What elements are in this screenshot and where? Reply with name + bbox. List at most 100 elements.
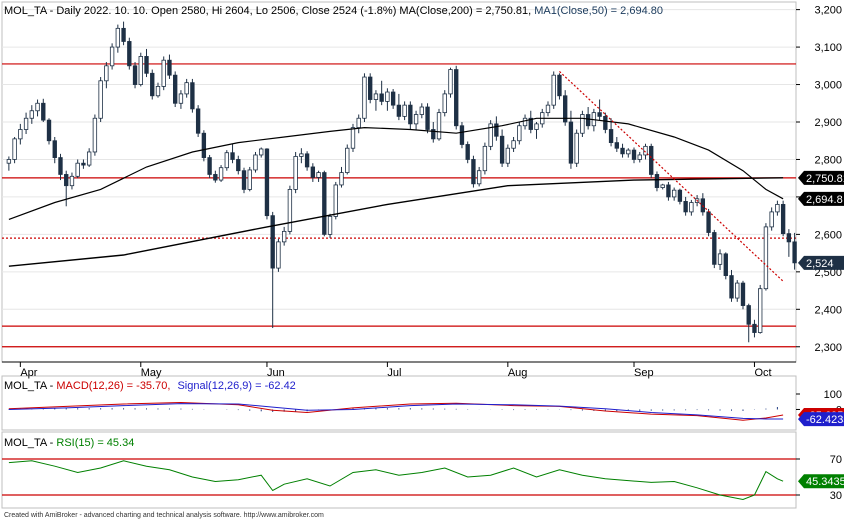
price-y-tick-label: 3,000	[814, 80, 842, 92]
price-y-tick-label: 2,600	[814, 229, 842, 241]
candle-down	[631, 149, 637, 160]
candle-down	[499, 135, 505, 164]
candle-up	[293, 156, 298, 190]
candle-down	[304, 153, 310, 168]
candle-down	[58, 157, 63, 175]
price-candles	[6, 21, 797, 343]
price-last-label-text: 2,694.8	[806, 194, 843, 206]
candle-up	[104, 65, 109, 82]
candle-down	[127, 41, 132, 67]
candle-down	[792, 241, 797, 264]
candle-up	[161, 59, 166, 87]
candle-up	[155, 86, 161, 97]
macd-title-signal: Signal(12,26,9) = -62.42	[177, 380, 295, 392]
candle-down	[528, 117, 533, 130]
candle-up	[327, 215, 333, 235]
price-y-tick-label: 3,100	[814, 42, 842, 54]
candle-up	[626, 149, 631, 155]
price-x-tick-label: May	[141, 367, 162, 379]
candle-up	[92, 117, 98, 153]
price-last-label-bg	[798, 255, 844, 270]
candle-down	[213, 174, 218, 181]
candle-up	[551, 74, 556, 106]
candle-down	[465, 144, 470, 160]
candle-up	[763, 226, 769, 290]
candle-down	[390, 91, 396, 106]
candle-down	[780, 204, 786, 235]
rsi-series-line	[8, 460, 784, 501]
candle-up	[6, 159, 12, 164]
price-y-tick-label: 2,900	[814, 117, 842, 129]
candle-down	[173, 74, 178, 104]
price-title: MOL_TA - Daily 2022. 10. 10. Open 2580, …	[4, 5, 663, 17]
rsi-y-tick-label: 30	[830, 490, 842, 502]
candle-down	[396, 104, 402, 117]
candle-down	[608, 129, 614, 144]
candle-up	[436, 112, 442, 140]
candle-up	[75, 162, 80, 177]
macd-last-label-text: -62.4235	[806, 414, 849, 426]
candle-down	[41, 102, 46, 121]
candle-up	[86, 151, 92, 166]
candle-up	[184, 82, 189, 95]
macd-last-label-bg	[798, 412, 844, 427]
candle-up	[522, 117, 528, 127]
price-x-tick-label: Apr	[20, 367, 37, 379]
candle-down	[236, 159, 241, 172]
candle-down	[431, 129, 436, 140]
candle-down	[195, 108, 201, 134]
candle-down	[379, 93, 384, 102]
candle-up	[69, 175, 75, 187]
price-x-tick-label: Jul	[387, 367, 401, 379]
candle-up	[316, 172, 321, 178]
rsi-last-label-bg	[798, 474, 844, 489]
candle-down	[81, 162, 86, 166]
candle-up	[476, 170, 482, 185]
price-last-label-text: 2,750.81	[806, 173, 849, 185]
rsi-last-label: 45.3435	[798, 474, 846, 489]
candle-down	[614, 142, 619, 149]
candle-up	[218, 167, 224, 181]
candle-down	[706, 211, 711, 233]
candle-down	[167, 59, 172, 76]
candle-up	[339, 172, 344, 186]
candle-up	[299, 153, 304, 157]
macd-signal-line	[8, 403, 784, 420]
rsi-threshold-lines	[2, 458, 796, 496]
candle-down	[494, 123, 499, 137]
candle-down	[190, 82, 195, 110]
candle-up	[109, 46, 115, 67]
candle-up	[534, 123, 539, 130]
candle-down	[683, 201, 688, 213]
candle-up	[419, 106, 424, 115]
candle-up	[505, 147, 511, 164]
candle-up	[643, 145, 648, 156]
price-y-tick-label: 2,800	[814, 154, 842, 166]
price-y-tick-label: 3,200	[814, 5, 842, 17]
candle-down	[471, 159, 476, 185]
footer-credit: Created with AmiBroker - advanced charti…	[4, 512, 324, 519]
candle-up	[333, 184, 338, 217]
candle-up	[580, 114, 585, 134]
macd-line	[8, 401, 784, 421]
candle-up	[517, 125, 522, 142]
candle-down	[207, 157, 212, 175]
price-title-ma50: MA1(Close,50) = 2,694.80	[534, 5, 663, 17]
candle-up	[259, 148, 264, 156]
price-horizontal-lines	[2, 63, 796, 348]
candle-up	[482, 145, 488, 172]
candle-up	[98, 80, 103, 119]
candle-down	[459, 125, 465, 145]
candle-down	[649, 145, 654, 175]
candle-up	[402, 104, 407, 117]
candle-down	[712, 232, 717, 265]
price-trendline	[559, 70, 784, 282]
candle-up	[35, 102, 40, 112]
candle-down	[408, 104, 413, 125]
price-x-tick-label: Sep	[634, 367, 654, 379]
candle-up	[276, 241, 281, 269]
candle-down	[230, 152, 235, 160]
candle-up	[660, 184, 665, 188]
